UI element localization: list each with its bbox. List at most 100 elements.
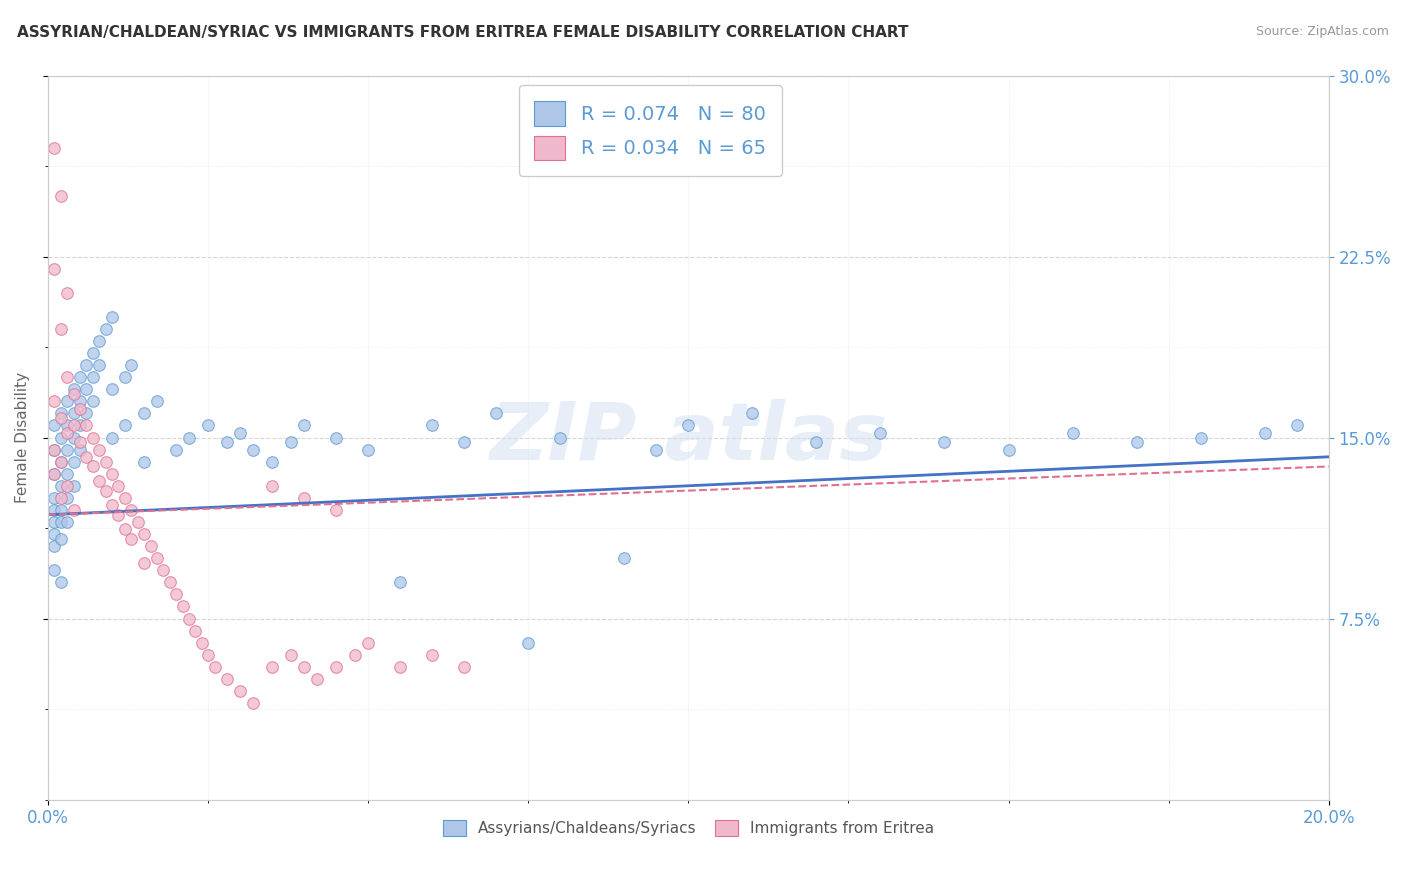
Point — [89, 358, 111, 372]
Point — [217, 672, 239, 686]
Point — [69, 370, 91, 384]
Point — [56, 418, 79, 433]
Point — [56, 442, 79, 457]
Point — [197, 418, 219, 433]
Point — [132, 406, 155, 420]
Point — [1062, 425, 1084, 440]
Point — [292, 418, 315, 433]
Point — [678, 418, 700, 433]
Point — [49, 491, 72, 505]
Point — [49, 455, 72, 469]
Point — [262, 660, 284, 674]
Point — [806, 435, 828, 450]
Point — [82, 430, 104, 444]
Point — [49, 411, 72, 425]
Point — [146, 394, 169, 409]
Point — [280, 648, 302, 662]
Point — [107, 508, 129, 522]
Point — [146, 551, 169, 566]
Point — [44, 442, 66, 457]
Point — [56, 285, 79, 300]
Point — [44, 418, 66, 433]
Point — [69, 435, 91, 450]
Point — [89, 334, 111, 348]
Point — [869, 425, 891, 440]
Point — [69, 418, 91, 433]
Point — [62, 503, 84, 517]
Point — [550, 430, 572, 444]
Y-axis label: Female Disability: Female Disability — [15, 372, 30, 503]
Point — [120, 503, 142, 517]
Point — [357, 442, 380, 457]
Point — [114, 418, 136, 433]
Point — [62, 430, 84, 444]
Point — [645, 442, 668, 457]
Text: ASSYRIAN/CHALDEAN/SYRIAC VS IMMIGRANTS FROM ERITREA FEMALE DISABILITY CORRELATIO: ASSYRIAN/CHALDEAN/SYRIAC VS IMMIGRANTS F… — [17, 25, 908, 40]
Point — [44, 261, 66, 276]
Point — [82, 370, 104, 384]
Point — [49, 322, 72, 336]
Legend: Assyrians/Chaldeans/Syriacs, Immigrants from Eritrea: Assyrians/Chaldeans/Syriacs, Immigrants … — [434, 813, 942, 844]
Point — [242, 696, 264, 710]
Point — [357, 635, 380, 649]
Point — [305, 672, 328, 686]
Point — [101, 430, 124, 444]
Point — [107, 479, 129, 493]
Point — [325, 430, 347, 444]
Point — [56, 467, 79, 481]
Point — [262, 455, 284, 469]
Point — [62, 382, 84, 396]
Point — [56, 370, 79, 384]
Point — [44, 467, 66, 481]
Point — [44, 491, 66, 505]
Point — [44, 527, 66, 541]
Point — [217, 435, 239, 450]
Point — [76, 382, 98, 396]
Point — [44, 141, 66, 155]
Point — [101, 498, 124, 512]
Point — [82, 459, 104, 474]
Point — [56, 515, 79, 529]
Point — [76, 358, 98, 372]
Point — [177, 430, 200, 444]
Point — [139, 539, 162, 553]
Point — [280, 435, 302, 450]
Point — [132, 527, 155, 541]
Point — [325, 660, 347, 674]
Point — [69, 401, 91, 416]
Point — [453, 660, 475, 674]
Point — [517, 635, 540, 649]
Point — [49, 503, 72, 517]
Point — [89, 474, 111, 488]
Point — [389, 575, 412, 590]
Point — [934, 435, 956, 450]
Point — [56, 491, 79, 505]
Point — [94, 322, 117, 336]
Point — [453, 435, 475, 450]
Text: Source: ZipAtlas.com: Source: ZipAtlas.com — [1256, 25, 1389, 38]
Point — [62, 418, 84, 433]
Point — [165, 442, 187, 457]
Point — [101, 382, 124, 396]
Point — [62, 406, 84, 420]
Point — [49, 575, 72, 590]
Point — [190, 635, 212, 649]
Point — [76, 450, 98, 464]
Point — [229, 425, 252, 440]
Point — [49, 532, 72, 546]
Point — [44, 503, 66, 517]
Point — [62, 455, 84, 469]
Point — [1189, 430, 1212, 444]
Point — [94, 455, 117, 469]
Point — [44, 394, 66, 409]
Point — [165, 587, 187, 601]
Point — [184, 624, 207, 638]
Point — [1285, 418, 1308, 433]
Point — [242, 442, 264, 457]
Point — [49, 406, 72, 420]
Point — [44, 563, 66, 577]
Point — [1125, 435, 1147, 450]
Point — [292, 660, 315, 674]
Point — [82, 346, 104, 360]
Point — [127, 515, 149, 529]
